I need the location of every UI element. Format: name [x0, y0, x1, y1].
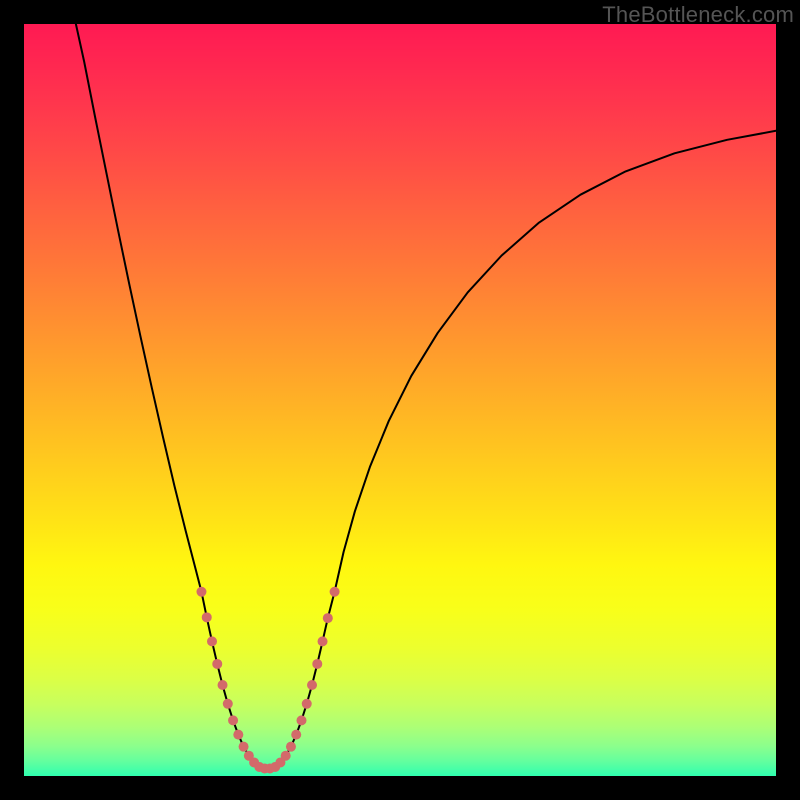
- chart-plot-area: [24, 24, 776, 776]
- curve-marker: [223, 699, 233, 709]
- curve-marker: [307, 680, 317, 690]
- curve-marker: [202, 612, 212, 622]
- curve-marker: [212, 659, 222, 669]
- curve-marker: [330, 587, 340, 597]
- curve-marker: [312, 659, 322, 669]
- curve-marker: [207, 636, 217, 646]
- curve-marker: [302, 699, 312, 709]
- curve-marker: [318, 636, 328, 646]
- curve-marker: [291, 730, 301, 740]
- curve-marker: [233, 730, 243, 740]
- curve-marker: [281, 751, 291, 761]
- curve-marker: [228, 715, 238, 725]
- curve-marker: [196, 587, 206, 597]
- curve-marker: [239, 742, 249, 752]
- curve-marker: [286, 742, 296, 752]
- bottleneck-curve-chart: [24, 24, 776, 776]
- curve-marker: [323, 613, 333, 623]
- curve-marker: [218, 680, 228, 690]
- curve-marker: [296, 715, 306, 725]
